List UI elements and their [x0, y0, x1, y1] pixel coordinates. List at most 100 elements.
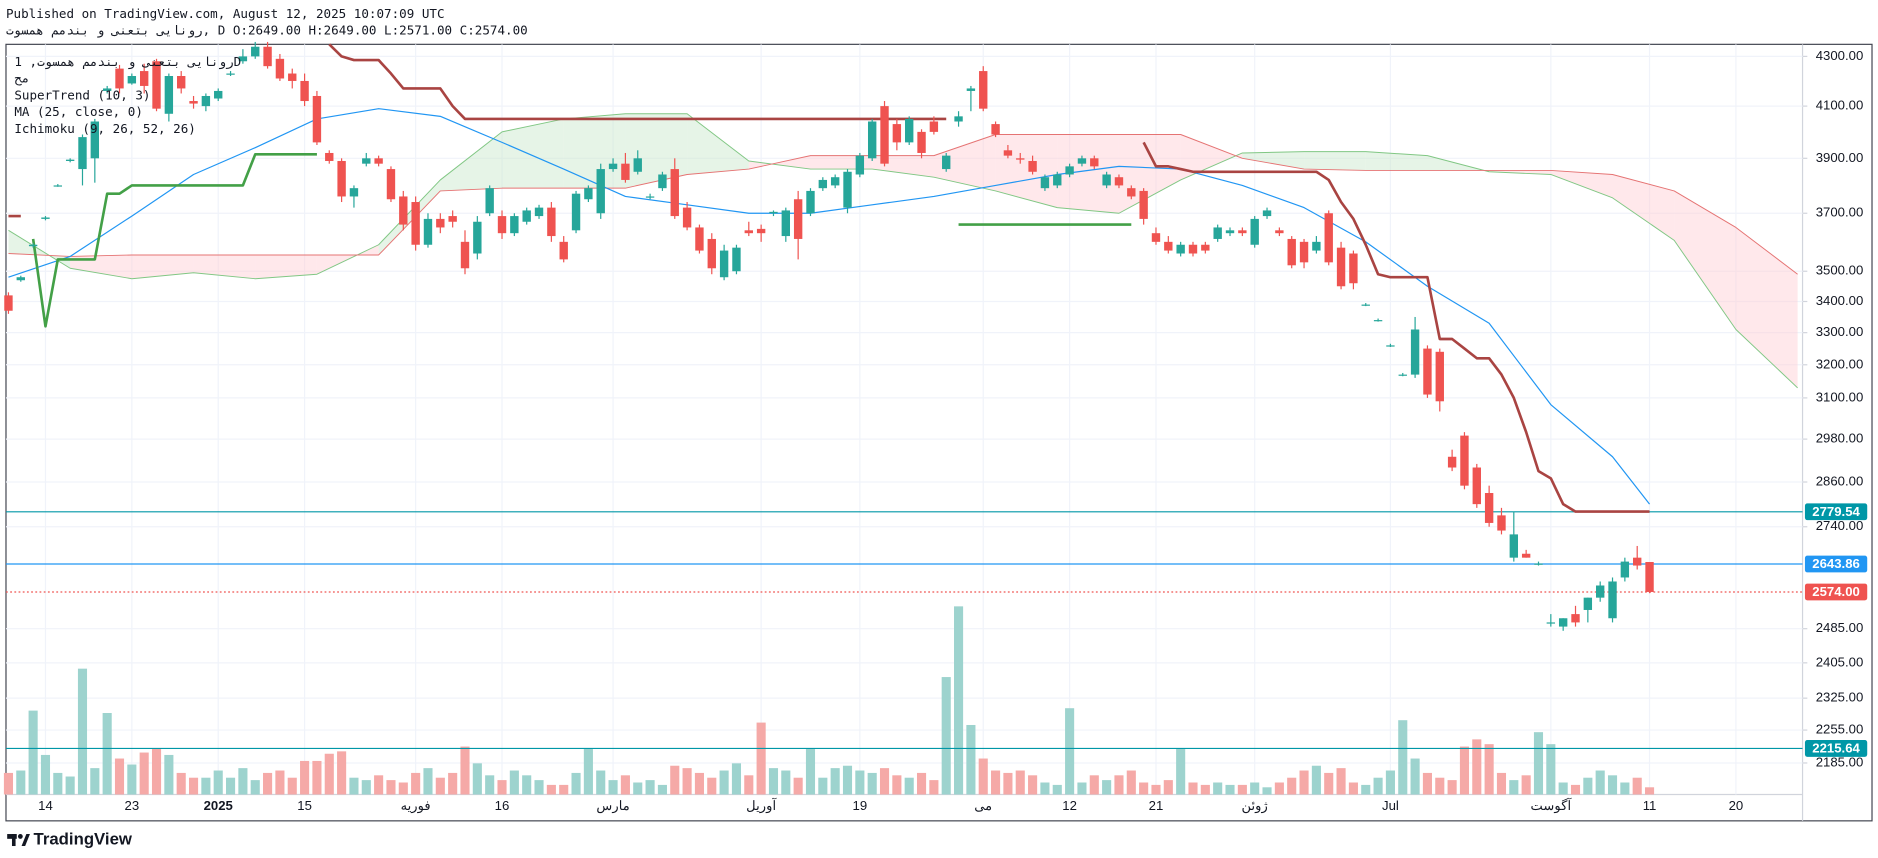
candle-body: [1336, 247, 1346, 287]
candle-body: [1410, 329, 1420, 375]
candle-body: [164, 76, 174, 114]
volume-bar: [608, 780, 618, 795]
candle-body: [818, 179, 828, 189]
volume-bar: [312, 760, 322, 795]
y-tick-label: 2325.00: [1816, 690, 1864, 705]
x-tick-label: 21: [1149, 798, 1164, 813]
candle-body: [102, 88, 112, 91]
volume-bar: [1114, 775, 1124, 795]
x-tick-label: 16: [495, 798, 510, 813]
ma-line: [8, 108, 1651, 505]
volume-bar: [1102, 780, 1112, 795]
candle-body: [732, 247, 741, 272]
candle-body: [1571, 614, 1580, 623]
volume-bar: [238, 768, 248, 795]
x-tick-label: آگوست: [1530, 797, 1572, 814]
volume-bar: [670, 765, 680, 795]
y-tick-label: 2740.00: [1816, 518, 1864, 533]
candle-body: [658, 174, 667, 189]
candle-body: [621, 163, 630, 180]
candle-body: [1250, 218, 1259, 245]
candle-body: [929, 121, 939, 132]
volume-bar: [1176, 748, 1186, 795]
volume-bar: [978, 758, 988, 795]
candle-body: [152, 61, 161, 109]
cloud-segment: [1612, 174, 1675, 241]
volume-bar: [879, 768, 890, 795]
volume-bar: [1028, 775, 1038, 795]
volume-bar: [756, 722, 766, 795]
volume-bar: [1348, 782, 1358, 795]
volume-bar: [40, 754, 51, 795]
volume-bar: [929, 780, 939, 795]
y-tick-label: 3400.00: [1816, 293, 1864, 308]
candle-body: [682, 207, 692, 228]
candle-body: [1090, 158, 1099, 167]
candle-body: [645, 196, 655, 198]
x-tick-label: 23: [125, 798, 140, 813]
candle-body: [695, 227, 704, 251]
volume-bar: [1484, 744, 1494, 795]
x-tick-label: 11: [1643, 798, 1657, 813]
candle-body: [337, 160, 346, 197]
volume-bar: [361, 780, 371, 795]
price-label: 2215.64: [1812, 741, 1860, 756]
candle-body: [1312, 241, 1321, 251]
volume-bar: [941, 677, 951, 795]
y-tick-label: 3900.00: [1816, 150, 1864, 165]
volume-bar: [188, 777, 199, 795]
candle-body: [1386, 345, 1395, 347]
candle-body: [1521, 553, 1531, 558]
legend: رونایی بتعنی و بندمم همسوت, 1DمحSuperTre…: [14, 54, 241, 136]
volume-bar: [176, 772, 186, 795]
volume-bar: [830, 768, 840, 795]
candle-body: [214, 90, 223, 99]
candle-body: [1299, 241, 1309, 263]
x-tick-label: فوریه: [401, 798, 431, 814]
volume-bar: [423, 768, 433, 795]
y-tick-label: 2185.00: [1816, 754, 1864, 769]
volume-bar: [139, 752, 149, 795]
volume-bar: [818, 777, 828, 795]
volume-bar: [1287, 777, 1297, 795]
volume-bar: [497, 780, 507, 795]
cloud-segment: [687, 113, 749, 175]
candle-body: [1558, 618, 1568, 627]
candle-body: [275, 58, 285, 79]
candle-body: [177, 76, 186, 89]
supertrend-line: [328, 43, 947, 121]
x-tick-label: Jul: [1382, 798, 1399, 813]
candle-body: [806, 190, 815, 214]
volume-bar: [1299, 770, 1309, 795]
candle-body: [1188, 244, 1198, 254]
volume-bar: [472, 763, 482, 795]
volume-bar: [1435, 777, 1445, 795]
volume-bar: [337, 751, 347, 795]
candle-body: [1423, 348, 1432, 395]
volume-bar: [509, 770, 519, 795]
legend-entry: Ichimoku (9, 26, 52, 26): [14, 121, 195, 136]
volume: [3, 606, 1655, 795]
volume-bar: [1139, 782, 1149, 795]
volume-bar: [1250, 782, 1260, 795]
y-tick-label: 2485.00: [1816, 620, 1864, 635]
y-tick-label: 3700.00: [1816, 205, 1864, 220]
cloud-segment: [1304, 151, 1366, 171]
volume-bar: [1447, 780, 1457, 795]
volume-bar: [781, 770, 791, 795]
volume-bar: [1225, 784, 1235, 795]
legend-entry: مح: [14, 71, 29, 87]
candle-body: [1065, 166, 1074, 175]
volume-bar: [768, 768, 779, 795]
volume-bar: [1607, 775, 1618, 795]
published-line: Published on TradingView.com, August 12,…: [6, 6, 445, 21]
span-a-line: [8, 113, 1798, 389]
volume-bar: [559, 784, 569, 795]
candle-body: [584, 188, 593, 200]
volume-bar: [991, 770, 1001, 795]
volume-bar: [448, 772, 458, 795]
candle-body: [633, 158, 642, 172]
candle-body: [460, 241, 470, 269]
